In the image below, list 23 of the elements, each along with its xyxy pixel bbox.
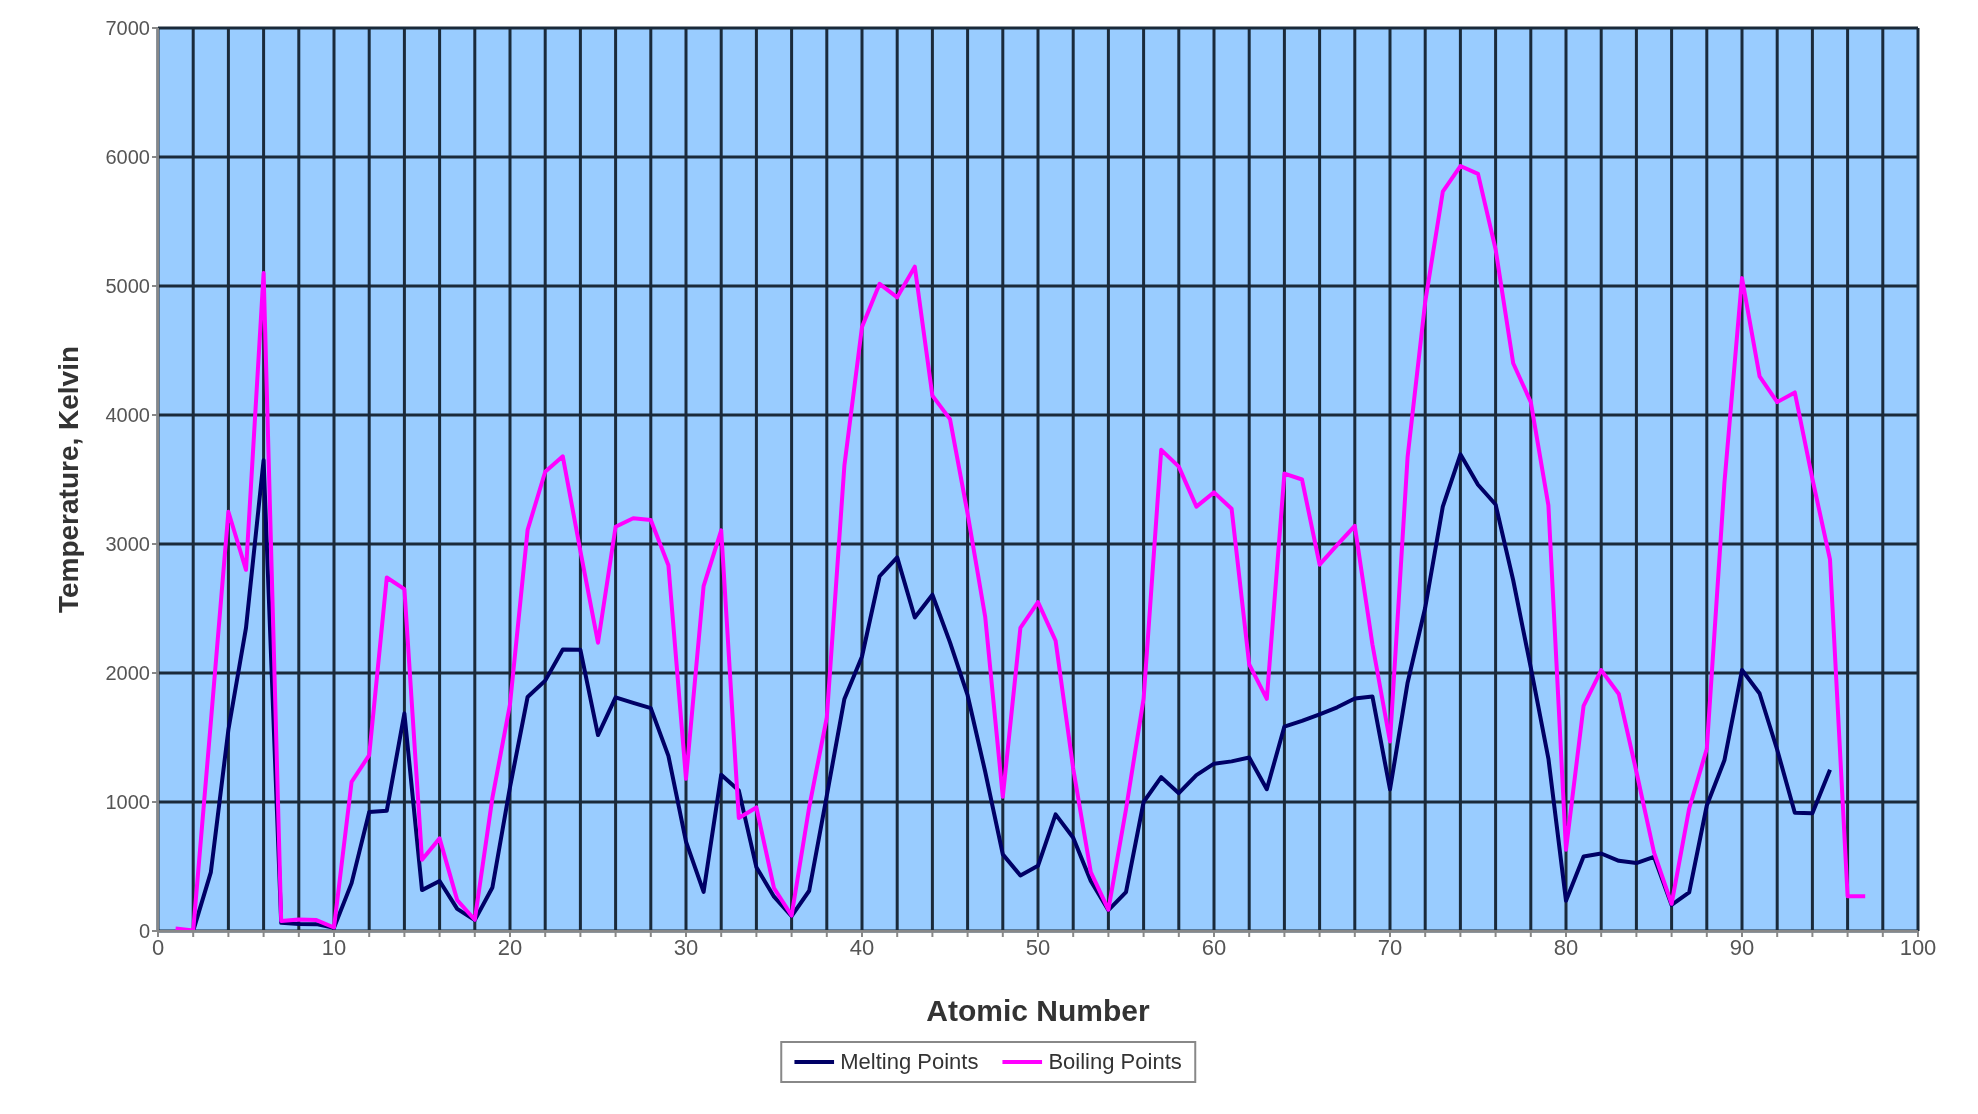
y-axis-title: Temperature, Kelvin — [52, 345, 84, 614]
x-tick-label: 80 — [1553, 934, 1579, 960]
x-axis-title: Atomic Number — [926, 994, 1150, 1027]
x-tick-label: 30 — [673, 934, 699, 960]
x-tick-label: 70 — [1377, 934, 1403, 960]
y-tick-label: 5000 — [105, 275, 150, 298]
x-tick-label: 20 — [497, 934, 523, 960]
y-tick-label: 7000 — [105, 17, 150, 40]
x-tick-label: 50 — [1025, 934, 1051, 960]
y-tick-label: 2000 — [105, 662, 150, 685]
y-tick-label: 3000 — [105, 533, 150, 556]
x-tick-label: 40 — [849, 934, 875, 960]
legend-label: Boiling Points — [1047, 1049, 1182, 1075]
x-tick-label: 90 — [1729, 934, 1755, 960]
y-tick-label: 0 — [138, 920, 150, 943]
line-series — [173, 164, 1868, 931]
x-tick-label: 60 — [1201, 934, 1227, 960]
x-tick-label: 10 — [321, 934, 347, 960]
y-tick-label: 6000 — [105, 146, 150, 169]
y-tick-label: 4000 — [105, 404, 150, 427]
x-tick-label: 100 — [1899, 934, 1937, 960]
y-tick-label: 1000 — [105, 791, 150, 814]
legend-label: Melting Points — [839, 1049, 979, 1075]
